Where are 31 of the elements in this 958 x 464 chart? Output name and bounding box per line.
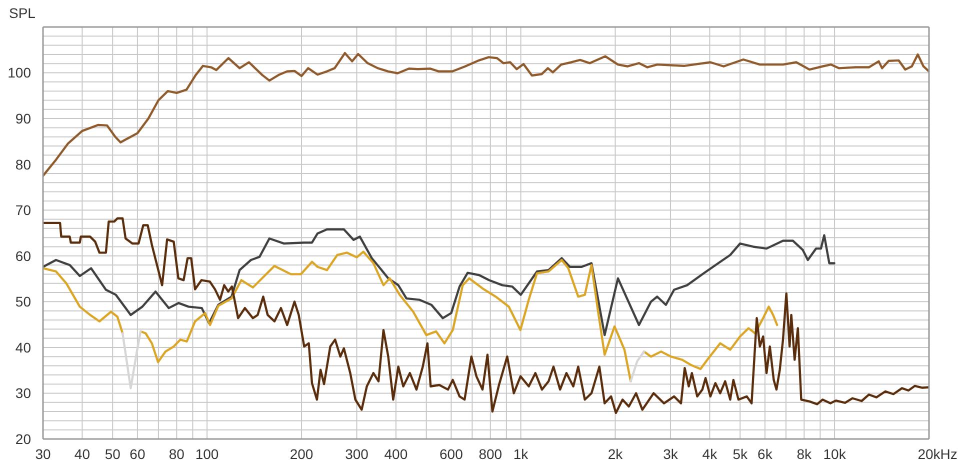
y-tick-label: 90 [15, 110, 32, 127]
x-tick-label: 60 [130, 446, 146, 462]
y-tick-label: 70 [15, 202, 32, 218]
x-tick-label: 100 [195, 446, 219, 462]
y-axis-title: SPL [9, 4, 36, 22]
x-tick-label: 2k [608, 446, 624, 462]
x-tick-label: 300 [345, 446, 369, 462]
x-tick-label: 40 [74, 446, 90, 462]
x-tick-label: 400 [384, 446, 408, 462]
x-tick-label: 10k [823, 446, 847, 462]
y-tick-label: 20 [15, 430, 32, 447]
x-tick-label: 5k [732, 446, 748, 462]
x-tick-label: 8k [796, 446, 813, 462]
x-axis-title: Hz [940, 446, 958, 462]
x-tick-label: 80 [168, 446, 185, 462]
x-tick-label: 200 [290, 446, 314, 462]
y-tick-label: 60 [15, 248, 32, 264]
x-tick-label: 800 [478, 446, 502, 462]
x-tick-label: 4k [702, 446, 718, 462]
y-tick-label: 40 [15, 339, 32, 356]
x-tick-label: 20k [918, 446, 942, 462]
y-tick-label: 80 [15, 156, 32, 172]
x-tick-label: 600 [440, 446, 464, 462]
x-tick-label: 3k [663, 446, 679, 462]
x-tick-label: 30 [35, 446, 51, 462]
y-tick-label: 50 [15, 294, 32, 310]
y-tick-label: 100 [8, 64, 32, 81]
x-tick-label: 1k [513, 446, 530, 462]
x-tick-label: 50 [104, 446, 121, 462]
y-tick-label: 30 [15, 385, 32, 402]
x-tick-label: 6k [758, 446, 774, 462]
